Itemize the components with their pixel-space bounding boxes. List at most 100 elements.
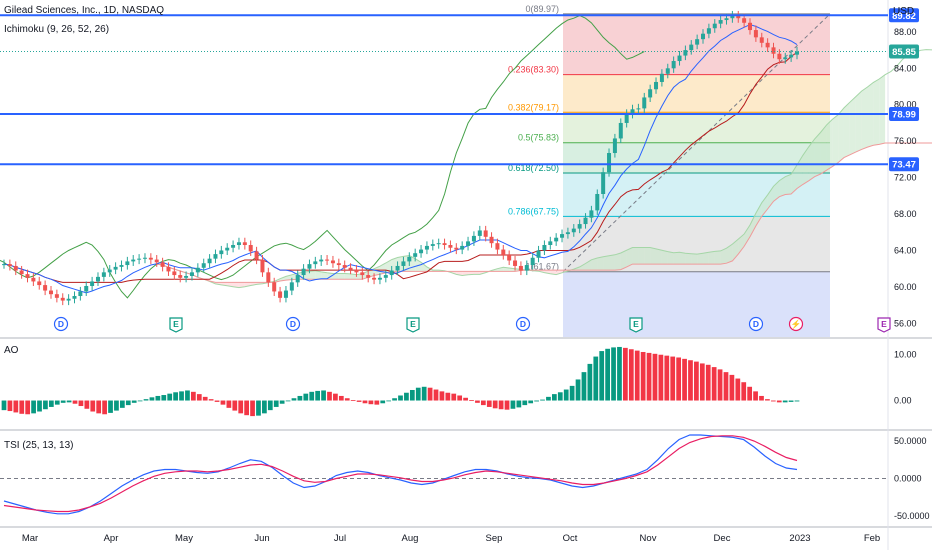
- ao-axis-tick: 0.00: [894, 396, 912, 406]
- candle-body: [90, 281, 95, 286]
- ao-bar: [238, 400, 244, 414]
- fib-level-label: 0(89.97): [525, 4, 559, 14]
- candle-body: [607, 153, 612, 173]
- ao-bar: [84, 400, 90, 409]
- ao-bar: [356, 400, 362, 402]
- ao-bar: [303, 393, 309, 401]
- ichimoku-cloud-segment: [750, 213, 756, 237]
- candle-body: [37, 281, 42, 286]
- symbol-title[interactable]: Gilead Sciences, Inc., 1D, NASDAQ: [4, 5, 165, 16]
- ao-bar: [534, 400, 539, 402]
- ichimoku-cloud-segment: [591, 257, 598, 271]
- candle-body: [524, 265, 529, 271]
- candle-body: [565, 232, 570, 235]
- candle-body: [777, 53, 782, 60]
- currency-label: USD: [893, 6, 915, 17]
- ao-bar: [623, 347, 628, 401]
- candle-body: [677, 55, 682, 62]
- candle-body: [589, 210, 594, 218]
- ichimoku-cloud-segment: [620, 250, 627, 270]
- ao-bar: [486, 400, 492, 407]
- candle-body: [142, 257, 147, 259]
- price-axis-tick: 84.00: [894, 63, 917, 73]
- fib-level-label: 0.786(67.75): [508, 206, 559, 216]
- ao-bar: [392, 398, 397, 401]
- x-axis-tick: Dec: [714, 533, 731, 544]
- candle-body: [448, 245, 453, 248]
- ichimoku-cloud-segment: [773, 180, 780, 202]
- price-axis-tick: 72.00: [894, 173, 917, 183]
- ao-bar: [676, 357, 682, 401]
- candle-body: [207, 258, 212, 264]
- ao-bar: [149, 397, 155, 401]
- fib-level-label: 1(61.67): [525, 262, 559, 272]
- ao-bar: [380, 400, 386, 404]
- ao-bar: [137, 400, 143, 402]
- ao-bar: [729, 374, 735, 401]
- price-tag-bg: [889, 44, 919, 59]
- ichimoku-cloud-segment: [708, 251, 715, 265]
- ao-bar: [711, 367, 717, 401]
- x-axis-tick: Apr: [104, 533, 119, 544]
- ao-bar: [196, 394, 202, 401]
- ichimoku-cloud-segment: [421, 262, 427, 272]
- candle-body: [283, 290, 288, 298]
- ao-bar: [25, 400, 31, 415]
- candle-body: [507, 255, 512, 261]
- ao-axis-tick: 10.00: [894, 350, 917, 360]
- ichimoku-cloud-segment: [661, 250, 668, 265]
- ao-bar: [546, 396, 551, 401]
- candle-body: [289, 282, 294, 291]
- ao-bar: [498, 400, 504, 410]
- ao-bar: [386, 400, 392, 402]
- ao-bar: [315, 390, 321, 401]
- ao-bar: [7, 400, 13, 412]
- candle-body: [548, 241, 553, 246]
- tsi-pane-title[interactable]: TSI (25, 13, 13): [4, 440, 74, 451]
- ao-pane-title[interactable]: AO: [4, 345, 19, 356]
- candle-body: [107, 269, 112, 273]
- candle-body: [795, 51, 799, 55]
- price-tag-bg: [889, 157, 919, 172]
- ao-bar: [770, 400, 776, 402]
- x-axis-tick: May: [175, 533, 193, 544]
- ao-bar: [427, 387, 433, 401]
- candle-body: [172, 271, 177, 276]
- ao-bar: [131, 400, 137, 403]
- candle-body: [595, 194, 600, 211]
- price-axis-tick: 80.00: [894, 100, 917, 110]
- candle-body: [783, 57, 788, 60]
- ao-bar: [344, 398, 350, 401]
- ao-bar: [658, 354, 664, 401]
- candle-body: [336, 263, 341, 266]
- ao-bar: [321, 390, 326, 401]
- dividend-marker: [53, 316, 69, 332]
- candle-body: [765, 42, 770, 48]
- ichimoku-cloud-segment: [468, 271, 474, 275]
- ichimoku-cloud-segment: [321, 271, 328, 280]
- ichimoku-legend[interactable]: Ichimoku (9, 26, 52, 26): [4, 24, 110, 35]
- ichimoku-cloud-segment: [609, 254, 615, 271]
- ao-bar: [557, 392, 563, 401]
- candle-body: [248, 245, 253, 252]
- ichimoku-cloud-segment: [826, 119, 833, 171]
- ichimoku-cloud-segment: [650, 247, 657, 265]
- ao-bar: [256, 400, 261, 416]
- candle-body: [160, 262, 165, 267]
- fib-level-label: 0.5(75.83): [518, 133, 559, 143]
- conversion-line: [3, 24, 798, 294]
- candle-body: [577, 224, 582, 229]
- ao-bar: [96, 400, 102, 414]
- candle-body: [389, 270, 394, 276]
- ao-bar: [179, 391, 184, 401]
- ao-bar: [273, 400, 279, 407]
- ao-bar: [664, 355, 670, 401]
- ichimoku-cloud-segment: [808, 139, 815, 181]
- price-tag-label: 78.99: [892, 109, 916, 120]
- earnings-marker: [169, 317, 183, 333]
- candle-body: [513, 260, 518, 266]
- ao-bar: [794, 400, 800, 402]
- event-marker-label: ⚡: [791, 319, 802, 330]
- ao-bar: [31, 400, 36, 414]
